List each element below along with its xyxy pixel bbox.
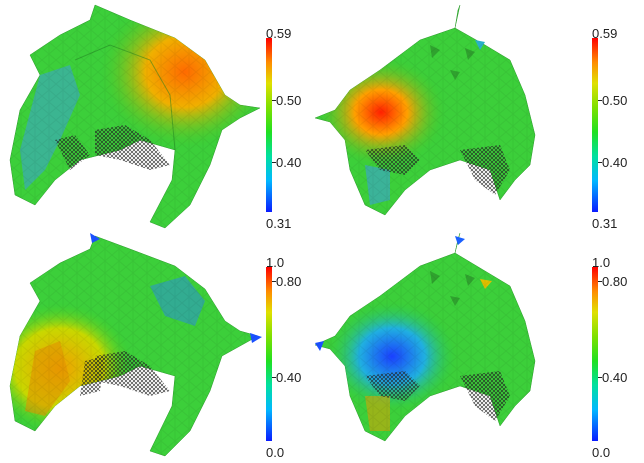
tick-mark (272, 377, 276, 378)
colorbar-tick-label: 0.80 (276, 274, 302, 289)
heart-render-bottom-right (314, 232, 536, 442)
colorbar-max-label: 0.59 (266, 26, 292, 41)
panel-top-left: 0.59 0.50 0.40 0.31 (0, 0, 322, 231)
colorbar-bottom-right (592, 267, 598, 441)
colorbar-min-label: 0.0 (266, 445, 285, 460)
colorbar-max-label: 0.59 (592, 26, 618, 41)
heart-render-top-left (9, 4, 261, 229)
colorbar-min-label: 0.31 (266, 216, 292, 231)
colorbar-max-label: 1.0 (266, 255, 285, 270)
colorbar-max-label: 1.0 (592, 255, 611, 270)
tick-mark (598, 377, 602, 378)
heart-render-top-right (314, 4, 536, 216)
panel-bottom-right: 1.0 0.80 0.40 0.0 (314, 231, 644, 463)
heart-render-bottom-left (9, 233, 262, 457)
tick-mark (598, 162, 602, 163)
colorbar-min-label: 0.0 (592, 445, 611, 460)
panel-top-right: 0.59 0.50 0.40 0.31 (314, 0, 644, 231)
colorbar-top-left (266, 38, 272, 212)
tick-mark (272, 281, 276, 282)
colorbar-tick-label: 0.40 (602, 370, 628, 385)
colorbar-min-label: 0.31 (592, 216, 618, 231)
colorbar-bottom-left (266, 267, 272, 441)
tick-mark (598, 281, 602, 282)
colorbar-tick-label: 0.40 (276, 155, 302, 170)
colorbar-tick-label: 0.50 (276, 93, 302, 108)
tick-mark (598, 100, 602, 101)
colorbar-top-right (592, 38, 598, 212)
colorbar-tick-label: 0.40 (276, 370, 302, 385)
colorbar-tick-label: 0.50 (602, 93, 628, 108)
tick-mark (272, 100, 276, 101)
panel-bottom-left: 1.0 0.80 0.40 0.0 (0, 231, 322, 463)
tick-mark (272, 162, 276, 163)
colorbar-tick-label: 0.40 (602, 155, 628, 170)
colorbar-tick-label: 0.80 (602, 274, 628, 289)
